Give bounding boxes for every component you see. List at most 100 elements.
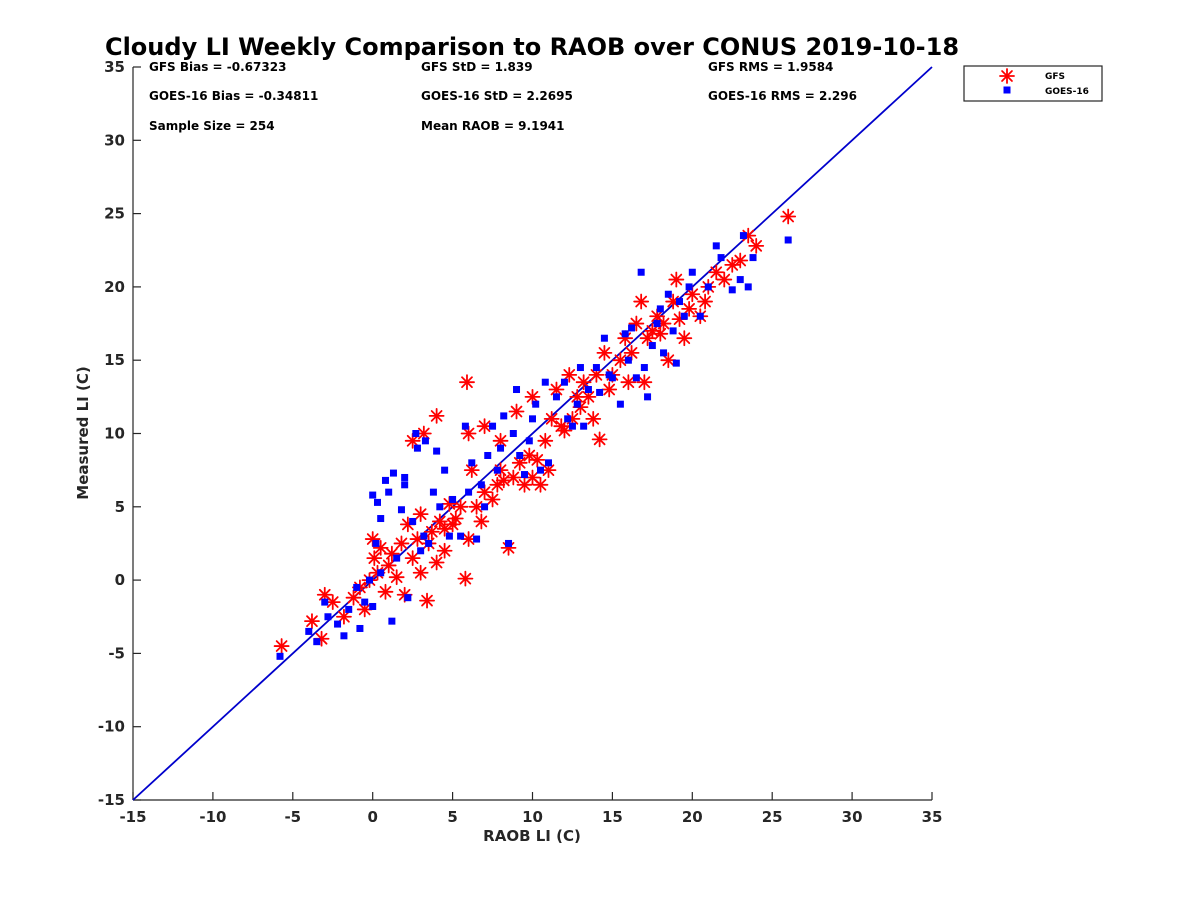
legend-goes-marker — [1003, 86, 1011, 94]
gfs-std-text: GFS StD = 1.839 — [421, 60, 533, 74]
goes-16-point — [500, 412, 508, 420]
goes-16-point — [644, 393, 652, 401]
goes-16-point — [381, 476, 389, 484]
gfs-point — [532, 476, 549, 493]
gfs-point — [732, 252, 749, 269]
goes-16-point — [749, 254, 757, 262]
goes-16-point — [441, 466, 449, 474]
goes-16-point — [544, 459, 552, 467]
gfs-point — [697, 293, 713, 310]
goes-16-point — [468, 459, 476, 467]
goes-16-point — [369, 602, 377, 610]
legend-box — [963, 65, 1103, 102]
tick-labels: -15 -10 -5 0 5 10 15 20 25 30 35 -15 -10 -5 0 5 10 15 20 25… — [98, 58, 943, 826]
gfs-point — [575, 374, 592, 391]
gfs-point — [428, 554, 445, 571]
series-goes-16 — [276, 232, 792, 660]
goes-16-point — [509, 430, 517, 437]
gfs-point — [748, 237, 765, 254]
legend-goes-label: GOES-16 — [1045, 87, 1089, 97]
gfs-point — [412, 506, 429, 523]
gfs-point — [660, 352, 677, 369]
y-tick-label: 25 — [104, 205, 125, 223]
y-axis-label: Measured LI (C) — [74, 366, 92, 499]
y-tick-label: -10 — [98, 718, 125, 736]
goes-16-point — [696, 312, 704, 320]
gfs-point — [428, 408, 445, 424]
x-tick-label: 30 — [842, 808, 863, 826]
goes-16-point — [676, 298, 684, 306]
goes-16-point — [660, 349, 668, 357]
goes-16-point — [457, 532, 465, 540]
x-tick-label: 20 — [682, 808, 703, 826]
gfs-point — [681, 300, 698, 317]
goes-16-point — [377, 569, 385, 577]
goes-16-point — [628, 324, 636, 332]
goes-16-point — [276, 652, 284, 660]
gfs-point — [537, 432, 554, 449]
goes-16-point — [401, 481, 409, 489]
goes-16-point — [340, 632, 348, 640]
gfs-point — [380, 557, 397, 574]
x-tick-label: -5 — [284, 808, 301, 826]
gfs-point — [423, 523, 440, 540]
goes-16-point — [361, 598, 369, 606]
goes-16-point — [377, 515, 385, 523]
goes-16-point — [739, 232, 747, 240]
gfs-point — [468, 498, 485, 515]
goes-16-point — [653, 320, 661, 328]
goes-16-point — [305, 627, 313, 635]
gfs-point — [304, 613, 320, 630]
goes-16-point — [596, 388, 604, 396]
goes-16-point — [484, 451, 492, 459]
gfs-point — [620, 374, 637, 391]
goes-16-point — [389, 469, 397, 477]
gfs-point — [508, 403, 525, 420]
goes-16-point — [481, 503, 489, 511]
y-tick-label: 20 — [104, 278, 125, 296]
gfs-point — [561, 366, 578, 383]
gfs-point — [639, 330, 656, 347]
goes-16-point — [736, 276, 744, 284]
goes-16-point — [632, 374, 640, 382]
y-tick-label: 5 — [115, 498, 125, 516]
goes-16-point — [592, 364, 600, 372]
goes-16-point — [608, 374, 616, 382]
gfs-point — [484, 491, 501, 508]
y-tick-label: -15 — [98, 791, 125, 809]
x-tick-label: -10 — [199, 808, 226, 826]
goes-16-point — [728, 286, 736, 294]
data-points — [273, 208, 797, 660]
gfs-point — [495, 472, 512, 489]
goes-16-point — [345, 605, 353, 613]
gfs-point — [543, 410, 560, 427]
gfs-point — [404, 432, 421, 449]
x-tick-label: 35 — [922, 808, 943, 826]
gfs-point — [652, 325, 669, 342]
goes-16-point — [521, 471, 529, 479]
goes-16-point — [369, 491, 377, 499]
goes-16-point — [412, 430, 420, 437]
mean-raob-text: Mean RAOB = 9.1941 — [421, 119, 565, 133]
y-tick-label: 10 — [104, 425, 125, 443]
goes-16-point — [461, 422, 469, 430]
gfs-point — [460, 425, 477, 442]
y-tick-label: 30 — [104, 131, 125, 149]
gfs-rms-text: GFS RMS = 1.9584 — [708, 60, 833, 74]
sample-size-text: Sample Size = 254 — [149, 119, 275, 133]
goes-16-point — [505, 539, 513, 547]
goes-16-point — [334, 620, 342, 628]
gfs-point — [591, 431, 608, 448]
goes-16-point — [401, 473, 409, 481]
goes-16-point — [784, 236, 792, 244]
goes-16-point — [680, 312, 688, 320]
gfs-point — [676, 330, 693, 347]
goes-16-point — [445, 532, 453, 540]
gfs-point — [388, 569, 405, 586]
x-tick-label: -15 — [119, 808, 146, 826]
chart-title: Cloudy LI Weekly Comparison to RAOB over… — [105, 33, 959, 61]
goes-16-point — [366, 576, 374, 584]
gfs-point — [633, 293, 650, 310]
goes-16-point — [637, 268, 645, 276]
